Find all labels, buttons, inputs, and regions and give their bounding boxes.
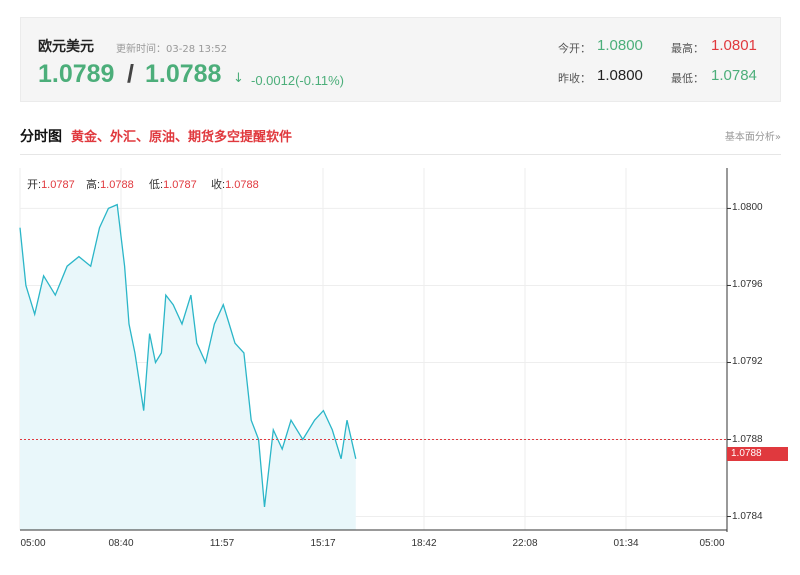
x-tick-label: 08:40 [108, 538, 134, 549]
x-tick-label: 05:00 [699, 538, 725, 549]
x-tick-label: 01:34 [613, 538, 639, 549]
prev-close-value: 1.0800 [597, 67, 643, 84]
ohlc-high-value: 1.0788 [100, 179, 134, 191]
y-tick-label: 1.0788 [732, 433, 763, 445]
ohlc-open: 开:1.0787 [27, 176, 75, 192]
section-header: 分时图 黄金、外汇、原油、期货多空提醒软件 基本面分析» [20, 124, 781, 155]
price-area [20, 204, 356, 530]
price-change: -0.0012(-0.11%) [251, 73, 344, 88]
low-label: 最低： [671, 72, 704, 85]
chart-axes [20, 168, 731, 532]
y-tick-label: 1.0792 [732, 356, 763, 368]
pair-name: 欧元美元 [38, 39, 94, 55]
ohlc-close-label: 收: [211, 179, 226, 191]
ohlc-high: 高:1.0788 [86, 176, 134, 192]
ohlc-low-value: 1.0787 [163, 179, 197, 191]
ohlc-open-value: 1.0787 [41, 179, 75, 191]
high-value: 1.0801 [711, 37, 757, 54]
ohlc-close: 收:1.0788 [211, 176, 259, 192]
fundamental-analysis-link[interactable]: 基本面分析» [724, 132, 781, 143]
arrow-down-icon: ↓ [233, 71, 244, 86]
y-tick-label: 1.0800 [732, 202, 763, 214]
x-tick-label: 22:08 [512, 538, 538, 549]
open-label: 今开： [558, 42, 591, 55]
promo-link[interactable]: 黄金、外汇、原油、期货多空提醒软件 [71, 130, 293, 145]
ohlc-high-label: 高: [86, 179, 101, 191]
ohlc-low-label: 低: [149, 179, 164, 191]
bid-price: 1.0789 [38, 60, 115, 88]
ask-price: 1.0788 [145, 60, 222, 88]
low-value: 1.0784 [711, 67, 757, 84]
section-title: 分时图 [20, 129, 62, 145]
x-tick-label: 05:00 [20, 538, 46, 549]
price-line [19, 203, 357, 507]
update-time: 更新时间：03-28 13:52 [116, 44, 228, 55]
price-separator: / [127, 60, 134, 88]
prev-close-label: 昨收： [558, 72, 591, 85]
x-tick-label: 18:42 [411, 538, 437, 549]
current-price-tag: 1.0788 [727, 447, 788, 461]
ohlc-open-label: 开: [27, 179, 42, 191]
ohlc-low: 低:1.0787 [149, 176, 197, 192]
x-tick-label: 15:17 [310, 538, 336, 549]
high-label: 最高： [671, 42, 704, 55]
quote-panel: 欧元美元 更新时间：03-28 13:52 1.0789 / 1.0788 ↓ … [20, 17, 781, 102]
y-tick-label: 1.0784 [732, 510, 763, 522]
open-value: 1.0800 [597, 37, 643, 54]
x-tick-label: 11:57 [209, 538, 235, 549]
y-tick-label: 1.0796 [732, 279, 763, 291]
ohlc-close-value: 1.0788 [225, 179, 259, 191]
